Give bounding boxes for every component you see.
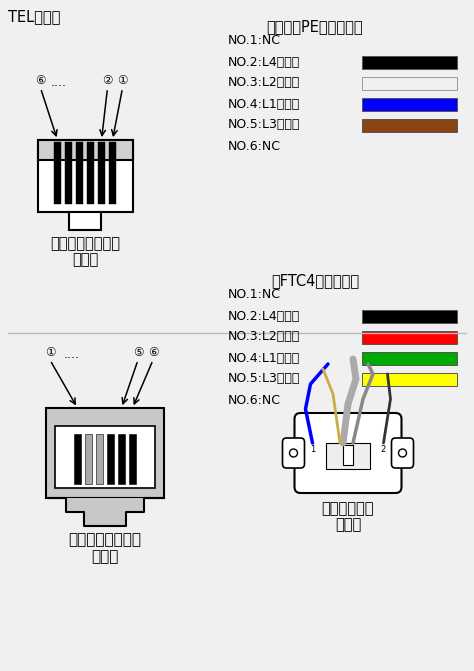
- FancyBboxPatch shape: [294, 413, 401, 493]
- Bar: [98, 142, 105, 204]
- Text: NO.5:L3（茶）: NO.5:L3（茶）: [228, 119, 301, 132]
- Bar: [362, 76, 457, 89]
- Circle shape: [290, 449, 298, 457]
- Text: ①: ①: [117, 74, 128, 87]
- Bar: [46, 408, 164, 498]
- Bar: [362, 309, 457, 323]
- Text: NO.6:NC: NO.6:NC: [228, 393, 281, 407]
- Bar: [54, 142, 61, 204]
- Text: （FTC4フラット）: （FTC4フラット）: [271, 273, 359, 288]
- Text: モジュラジャック: モジュラジャック: [69, 532, 142, 547]
- Text: （カッドPEウチセン）: （カッドPEウチセン）: [267, 19, 363, 34]
- Text: NO.1:NC: NO.1:NC: [228, 34, 281, 48]
- Text: ⑥: ⑥: [35, 74, 46, 87]
- Text: NO.3:L2（白）: NO.3:L2（白）: [228, 76, 300, 89]
- Text: ....: ....: [64, 348, 80, 361]
- Bar: [85, 434, 92, 484]
- Bar: [69, 212, 101, 230]
- Text: ⑤: ⑤: [133, 346, 143, 359]
- Text: 2: 2: [381, 444, 386, 454]
- Bar: [37, 140, 133, 160]
- Text: ①: ①: [45, 346, 55, 359]
- Text: NO.2:L4（黒）: NO.2:L4（黒）: [228, 309, 300, 323]
- Bar: [326, 443, 370, 469]
- Text: NO.4:L1（青）: NO.4:L1（青）: [228, 97, 300, 111]
- Text: ⑥: ⑥: [148, 346, 158, 359]
- FancyBboxPatch shape: [392, 438, 413, 468]
- Bar: [118, 434, 125, 484]
- Text: モジュラ配線: モジュラ配線: [322, 501, 374, 516]
- Bar: [362, 372, 457, 386]
- FancyBboxPatch shape: [283, 438, 304, 468]
- Text: ②: ②: [102, 74, 113, 87]
- Bar: [76, 142, 83, 204]
- Circle shape: [399, 449, 407, 457]
- Bar: [65, 142, 72, 204]
- Bar: [362, 97, 457, 111]
- Text: NO.1:NC: NO.1:NC: [228, 289, 281, 301]
- Bar: [107, 434, 114, 484]
- Bar: [343, 445, 353, 465]
- Bar: [37, 140, 133, 212]
- Text: NO.4:L1（緑）: NO.4:L1（緑）: [228, 352, 300, 364]
- Text: ....: ....: [51, 76, 66, 89]
- Text: 1: 1: [310, 444, 315, 454]
- Bar: [87, 142, 94, 204]
- Text: NO.2:L4（黒）: NO.2:L4（黒）: [228, 56, 300, 68]
- Bar: [362, 56, 457, 68]
- Text: 正面図: 正面図: [72, 252, 98, 267]
- Text: NO.5:L3（黄）: NO.5:L3（黄）: [228, 372, 301, 386]
- Bar: [96, 434, 103, 484]
- Text: ケーブルコネクタ: ケーブルコネクタ: [50, 236, 120, 251]
- Text: NO.6:NC: NO.6:NC: [228, 140, 281, 152]
- Bar: [362, 352, 457, 364]
- Text: 背面図: 背面図: [335, 517, 361, 532]
- Bar: [74, 434, 81, 484]
- Bar: [55, 426, 155, 488]
- Bar: [362, 331, 457, 344]
- Text: TEL配線図: TEL配線図: [8, 9, 60, 24]
- Bar: [362, 119, 457, 132]
- Text: NO.3:L2（赤）: NO.3:L2（赤）: [228, 331, 300, 344]
- Bar: [129, 434, 136, 484]
- Text: 正面図: 正面図: [91, 549, 118, 564]
- Polygon shape: [46, 498, 164, 526]
- Bar: [109, 142, 116, 204]
